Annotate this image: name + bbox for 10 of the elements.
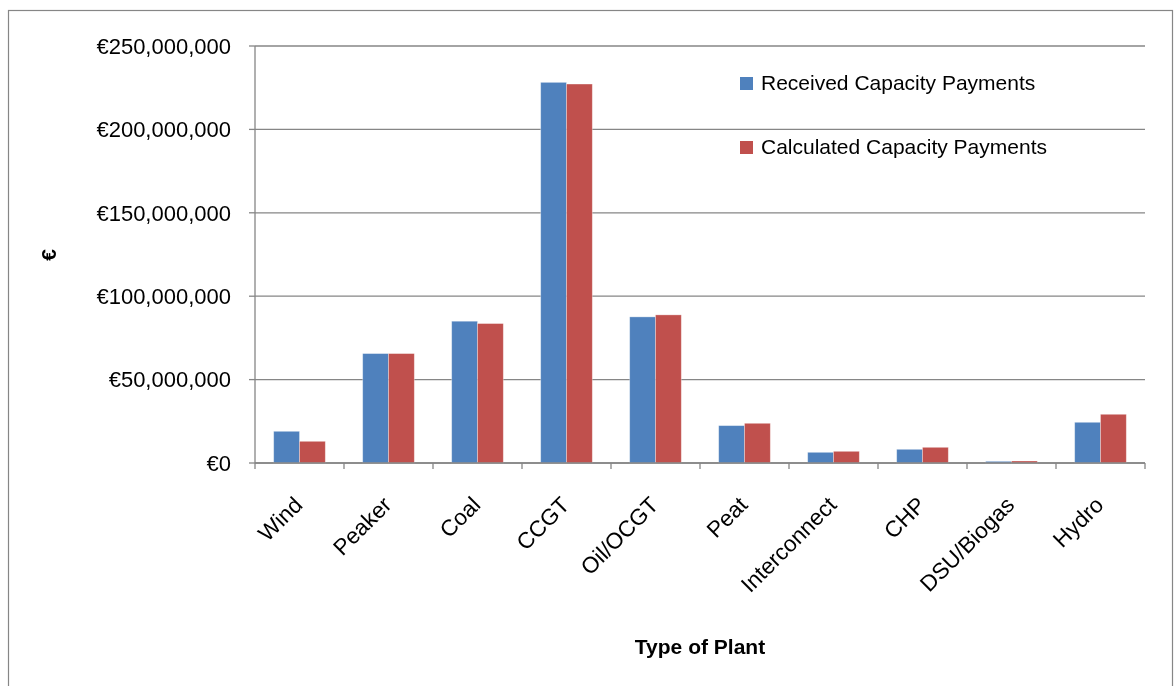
y-tick-label: €250,000,000 <box>96 33 231 59</box>
y-tick-label: €150,000,000 <box>96 200 231 226</box>
legend-label: Received Capacity Payments <box>761 71 1036 95</box>
y-tick-label: €0 <box>206 450 231 476</box>
legend-label: Calculated Capacity Payments <box>761 135 1047 159</box>
y-axis-title: € <box>37 248 60 261</box>
y-tick-label: €50,000,000 <box>108 367 231 393</box>
y-tick-label: €100,000,000 <box>96 283 231 309</box>
y-tick-label: €200,000,000 <box>96 117 231 143</box>
x-axis-title: Type of Plant <box>634 635 766 658</box>
